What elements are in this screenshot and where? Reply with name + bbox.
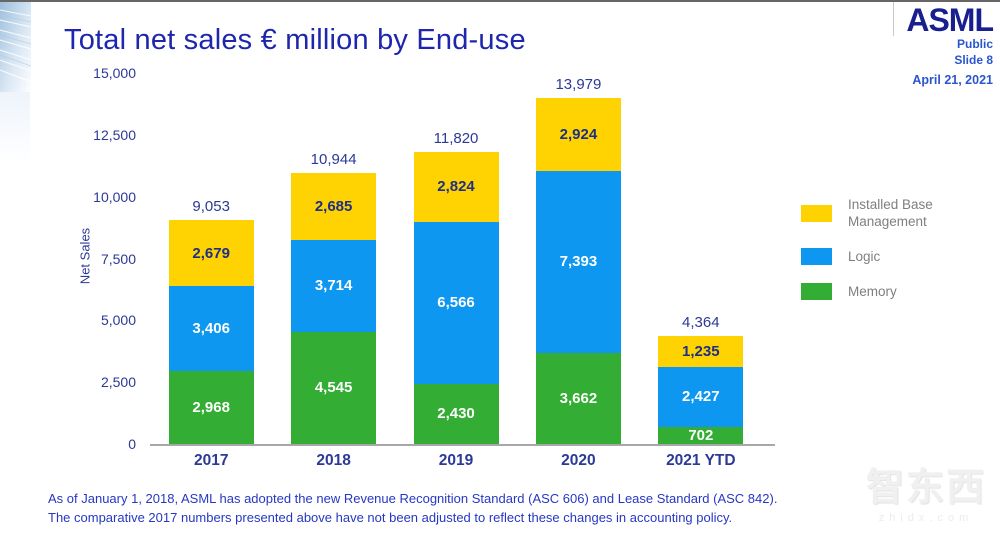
bar-segment-logic: 3,714	[291, 239, 377, 332]
slide-date: April 21, 2021	[912, 73, 993, 87]
bar-segment-installed-base-management: 2,679	[168, 220, 254, 287]
bar-segment-logic: 7,393	[535, 170, 621, 354]
bar-stack: 2,968 3,406 2,679	[168, 220, 254, 444]
bar-segment-memory: 2,968	[168, 370, 254, 444]
watermark: 智东西 zhidx.com	[866, 456, 986, 524]
bar-stack: 2,430 6,566 2,824	[413, 151, 499, 444]
legend-swatch-icon	[801, 283, 832, 300]
watermark-text: 智东西	[865, 467, 986, 509]
category-label: 2020	[561, 452, 596, 469]
legend-label: Installed Base Management	[848, 197, 933, 229]
footnote-line-1: As of January 1, 2018, ASML has adopted …	[48, 491, 778, 506]
frame-edge-line	[893, 2, 894, 36]
bar-segment-memory: 4,545	[291, 331, 377, 444]
category-label: 2018	[316, 452, 351, 469]
bar-total-label: 13,979	[555, 76, 602, 94]
legend-item-logic: Logic	[801, 248, 966, 265]
bar-segment-logic: 2,427	[658, 366, 744, 427]
bar-segment-installed-base-management: 2,924	[535, 98, 621, 171]
bar-segment-logic: 6,566	[413, 221, 499, 384]
footnote-line-2: The comparative 2017 numbers presented a…	[48, 510, 733, 525]
bar-segment-logic: 3,406	[168, 286, 254, 371]
bar-segment-memory: 2,430	[413, 383, 499, 444]
decoration-graphic-icon	[0, 2, 32, 94]
bar-segment-memory: 702	[658, 426, 744, 444]
bar-stack: 3,662 7,393 2,924	[535, 98, 621, 444]
bar-segment-memory: 3,662	[535, 353, 621, 444]
legend-swatch-icon	[801, 248, 832, 265]
brand-block: ASML Public Slide 8 April 21, 2021	[906, 2, 994, 87]
bar-total-label: 4,364	[682, 314, 720, 332]
decoration-fade	[0, 92, 30, 162]
y-axis-tick-label: 12,500	[93, 126, 136, 143]
bar-series-container: 9,053 2,968 3,406 2,679 2017 10,944 4,545 3,714…	[150, 73, 762, 469]
chart-column-2018: 10,944 4,545 3,714 2,685 2018	[272, 73, 394, 469]
legend-label: Logic	[848, 249, 881, 264]
chart-column-2021-ytd: 4,364 702 2,427 1,235 2021 YTD	[640, 73, 762, 469]
classification-label: Public	[956, 37, 993, 51]
chart-column-2017: 9,053 2,968 3,406 2,679 2017	[150, 73, 272, 469]
bar-segment-installed-base-management: 2,685	[291, 173, 377, 240]
category-label: 2017	[193, 452, 229, 469]
bar-segment-installed-base-management: 1,235	[658, 336, 744, 367]
y-axis-tick-label: 10,000	[93, 188, 136, 205]
bar-stack: 4,545 3,714 2,685	[291, 173, 377, 444]
bar-total-label: 10,944	[310, 151, 357, 169]
slide-number: Slide 8	[954, 53, 993, 67]
y-axis-tick-label: 5,000	[100, 312, 136, 329]
chart-legend: Installed Base Management Logic Memory	[801, 196, 966, 300]
footnote: As of January 1, 2018, ASML has adopted …	[48, 489, 777, 527]
legend-item-memory: Memory	[801, 283, 966, 300]
page-title: Total net sales € million by End-use	[64, 24, 526, 56]
legend-swatch-icon	[801, 204, 832, 222]
y-axis-tick-label: 2,500	[100, 374, 136, 391]
slide-corner-decoration	[0, 2, 32, 99]
slide-top-border	[0, 0, 1000, 2]
y-axis-tick-label: 15,000	[93, 65, 136, 81]
chart-column-2019: 11,820 2,430 6,566 2,824 2019	[395, 73, 517, 469]
chart-plot-area: 0 2,500 5,000 7,500 10,000 12,500 15,000 9,053…	[93, 65, 775, 469]
watermark-subtext: zhidx.com	[878, 512, 974, 524]
y-axis-tick-label: 0	[128, 436, 136, 452]
bar-total-label: 9,053	[192, 198, 230, 216]
chart-column-2020: 13,979 3,662 7,393 2,924 2020	[517, 73, 639, 469]
asml-logo: ASML	[906, 2, 994, 38]
category-label: 2021 YTD	[666, 452, 736, 469]
category-label: 2019	[438, 452, 474, 469]
bar-stack: 702 2,427 1,235	[658, 336, 744, 444]
legend-item-installed-base-management: Installed Base Management	[801, 196, 966, 230]
bar-total-label: 11,820	[433, 129, 479, 147]
y-axis-tick-label: 7,500	[100, 250, 136, 267]
legend-label: Memory	[848, 284, 897, 299]
bar-segment-installed-base-management: 2,824	[413, 151, 499, 222]
